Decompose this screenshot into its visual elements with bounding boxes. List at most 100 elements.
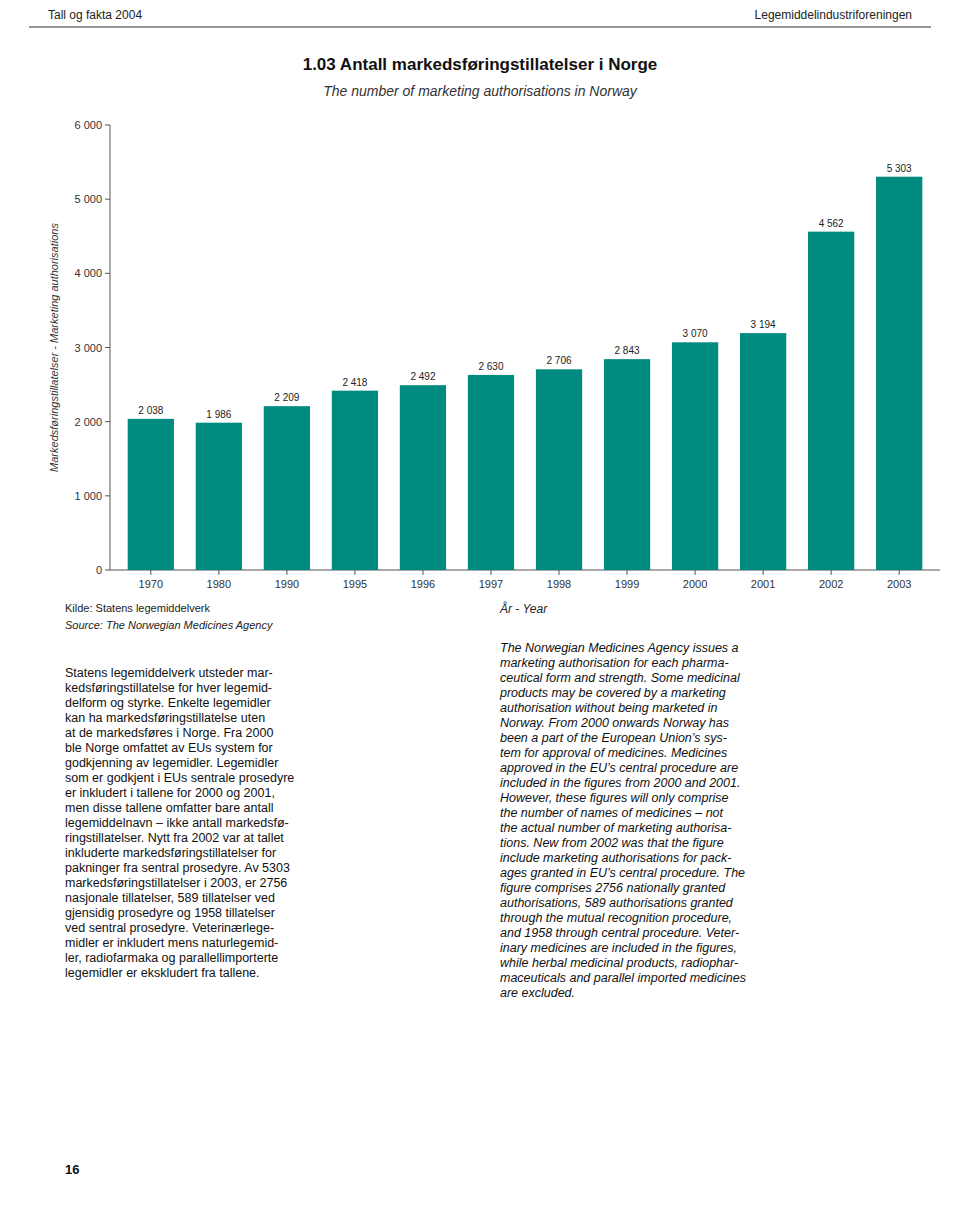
y-tick-label: 5 000: [74, 193, 102, 205]
data-label: 5 303: [887, 163, 912, 174]
bar: [604, 359, 650, 570]
y-tick: [105, 125, 110, 126]
body-text: tions. New from 2002 was that the figure: [500, 836, 724, 850]
body-text: However, these figures will only compris…: [500, 791, 729, 805]
body-text: men disse tallene omfatter bare antall: [65, 801, 273, 815]
x-tick-label: 2000: [683, 578, 707, 590]
x-tick: [831, 570, 832, 575]
body-text: products may be covered by a marketing: [499, 686, 726, 700]
x-tick: [354, 570, 355, 575]
data-label: 2 630: [478, 361, 503, 372]
body-text: tem for approval of medicines. Medicines: [500, 746, 727, 760]
body-text: at de markedsføres i Norge. Fra 2000: [65, 726, 273, 740]
page-number: 16: [65, 1162, 79, 1177]
body-text: authorisation without being marketed in: [500, 701, 718, 715]
body-text: included in the figures from 2000 and 20…: [500, 776, 740, 790]
bars: [128, 177, 923, 570]
body-text: legemiddelnavn – ikke antall markedsfø-: [65, 816, 289, 830]
y-axis-label: Markedsføringstillatelser - Marketing au…: [48, 223, 60, 472]
title: 1.03 Antall markedsføringstillatelser i …: [303, 55, 658, 74]
bar: [468, 375, 514, 570]
body-text: ble Norge omfattet av EUs system for: [65, 741, 273, 755]
y-tick: [105, 495, 110, 496]
body-text: Norway. From 2000 onwards Norway has: [500, 716, 729, 730]
x-tick-label: 1998: [547, 578, 571, 590]
y-tick-label: 1 000: [74, 490, 102, 502]
body-text: nasjonale tillatelser, 589 tillatelser v…: [65, 891, 275, 905]
source: Kilde: Statens legemiddelverk: [65, 602, 210, 614]
x-tick-label: 1995: [343, 578, 367, 590]
body-text: pakninger fra sentral prosedyre. Av 5303: [65, 861, 290, 875]
body-text: been a part of the European Union’s sys-: [500, 731, 727, 745]
data-label: 3 194: [751, 319, 776, 330]
data-label: 2 209: [274, 392, 299, 403]
bar: [400, 385, 446, 570]
x-tick-label: 2003: [887, 578, 911, 590]
body-text: ages granted in EU’s central procedure. …: [500, 866, 745, 880]
data-label: 2 418: [342, 377, 367, 388]
body-text: gjensidig prosedyre og 1958 tillatelser: [65, 906, 275, 920]
body-text: inkluderte markedsføringstillatelser for: [65, 846, 276, 860]
body-text: er inkludert i tallene for 2000 og 2001,: [65, 786, 275, 800]
bar: [876, 177, 922, 570]
x-tick: [422, 570, 423, 575]
body-text: godkjenning av legemidler. Legemidler: [65, 756, 278, 770]
axes: 01 0002 0003 0004 0005 0006 000197019801…: [74, 119, 940, 590]
x-tick-label: 2001: [751, 578, 775, 590]
y-tick-label: 4 000: [74, 267, 102, 279]
x-tick-label: 1996: [411, 578, 435, 590]
x-tick-label: 1997: [479, 578, 503, 590]
y-tick: [105, 199, 110, 200]
x-tick-label: 1999: [615, 578, 639, 590]
data-label: 3 070: [683, 328, 708, 339]
y-tick-label: 2 000: [74, 416, 102, 428]
x-tick: [490, 570, 491, 575]
data-labels: 2 0381 9862 2092 4182 4922 6302 7062 843…: [138, 163, 912, 420]
body-text: through the mutual recognition procedure…: [500, 911, 732, 925]
bar: [332, 391, 378, 570]
x-tick-label: 1990: [275, 578, 299, 590]
y-tick: [105, 570, 110, 571]
bar: [264, 406, 310, 570]
x-tick: [559, 570, 560, 575]
body-text: ringstillatelser. Nytt fra 2002 var at t…: [65, 831, 284, 845]
x-axis-label: År - Year: [499, 601, 548, 616]
x-tick-label: 1970: [139, 578, 163, 590]
body-text: midler er inkludert mens naturlegemid-: [65, 936, 278, 950]
bar: [808, 232, 854, 570]
subtitle: The number of marketing authorisations i…: [323, 83, 638, 99]
y-tick: [105, 273, 110, 274]
x-tick: [899, 570, 900, 575]
body-text: ceutical form and strength. Some medicin…: [500, 671, 741, 685]
body-text: maceuticals and parallel imported medici…: [500, 971, 746, 985]
page: Tall og fakta 2004Legemiddelindustrifore…: [0, 0, 960, 1211]
body-text: while herbal medicinal products, radioph…: [500, 956, 738, 970]
body-text: inary medicines are included in the figu…: [500, 941, 737, 955]
bar: [536, 369, 582, 570]
body-text: kan ha markedsføringstillatelse uten: [65, 711, 265, 725]
body-text: The Norwegian Medicines Agency issues a: [500, 641, 739, 655]
bar: [672, 342, 718, 570]
body-text: marketing authorisation for each pharma-: [500, 656, 729, 670]
body-text: are excluded.: [500, 986, 575, 1000]
body-text: and 1958 through central procedure. Vete…: [500, 926, 739, 940]
x-tick: [763, 570, 764, 575]
data-label: 4 562: [819, 218, 844, 229]
body-text: ved sentral prosedyre. Veterinærlege-: [65, 921, 274, 935]
x-tick: [627, 570, 628, 575]
body-text: authorisations, 589 authorisations grant…: [500, 896, 734, 910]
body-text: markedsføringstillatelser i 2003, er 275…: [65, 876, 287, 890]
body-text: ler, radiofarmaka og parallellimporterte: [65, 951, 278, 965]
x-tick: [218, 570, 219, 575]
body-text: approved in the EU’s central procedure a…: [500, 761, 738, 775]
body-text: the actual number of marketing authorisa…: [500, 821, 731, 835]
body-text: legemidler er ekskludert fra tallene.: [65, 966, 260, 980]
x-tick-label: 2002: [819, 578, 843, 590]
header-rule: [29, 27, 931, 28]
data-label: 2 492: [410, 371, 435, 382]
data-label: 2 038: [138, 405, 163, 416]
body-text: kedsføringstillatelse for hver legemid-: [65, 681, 272, 695]
bar: [128, 419, 174, 570]
header-right: Legemiddelindustriforeningen: [755, 8, 912, 22]
x-tick: [286, 570, 287, 575]
